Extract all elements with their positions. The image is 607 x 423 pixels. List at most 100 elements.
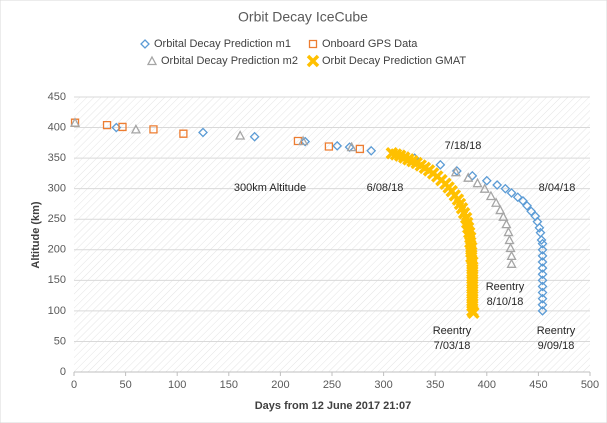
marker (467, 170, 478, 181)
x-tick-label: 450 (529, 379, 547, 391)
x-tick-label: 0 (71, 379, 77, 391)
y-tick-label: 100 (48, 305, 66, 317)
marker (479, 183, 490, 193)
marker (459, 211, 473, 225)
marker (463, 172, 474, 182)
x-tick-label: 250 (323, 379, 341, 391)
marker (501, 218, 512, 229)
y-tick-label: 0 (60, 366, 66, 378)
marker (491, 197, 502, 207)
marker (503, 226, 514, 237)
x-tick-label: 50 (119, 379, 131, 391)
marker (118, 122, 127, 132)
marker (537, 299, 548, 310)
marker (522, 200, 532, 211)
y-tick-label: 250 (48, 213, 66, 225)
marker (537, 263, 548, 274)
y-tick-label: 300 (48, 183, 66, 195)
marker (346, 141, 357, 152)
marker (485, 190, 497, 201)
y-tick-label: 350 (48, 152, 66, 164)
x-tick-label: 400 (478, 379, 496, 391)
marker (498, 211, 509, 221)
chart-title: Orbit Decay IceCube (238, 9, 368, 25)
marker (536, 235, 547, 245)
x-tick-label: 300 (374, 379, 392, 391)
marker (102, 120, 112, 130)
annotation: 300km Altitude (234, 182, 306, 194)
marker (537, 281, 548, 292)
x-tick-label: 200 (271, 379, 289, 391)
y-tick-label: 450 (48, 91, 66, 103)
marker (198, 127, 208, 138)
marker (460, 216, 474, 230)
annotation: 9/09/18 (538, 340, 575, 352)
legend-marker (140, 39, 150, 49)
marker (537, 305, 548, 316)
annotation: Reentry (486, 281, 525, 293)
legend-marker (146, 55, 158, 66)
y-tick-label: 400 (48, 121, 66, 133)
marker (505, 242, 516, 253)
marker (537, 238, 548, 249)
annotation: 8/04/18 (539, 182, 576, 194)
marker (332, 140, 343, 151)
marker (481, 175, 492, 186)
marker (537, 250, 548, 261)
marker (461, 221, 475, 235)
legend-label: Orbit Decay Prediction GMAT (322, 55, 466, 67)
marker (472, 177, 483, 188)
annotation: 7/18/18 (445, 140, 482, 152)
marker (298, 135, 309, 146)
legend-marker (306, 54, 320, 68)
marker (355, 144, 365, 154)
annotation: Reentry (537, 325, 576, 337)
y-axis-label: Altitude (km) (30, 201, 42, 269)
marker (495, 204, 506, 215)
marker (506, 188, 517, 198)
marker (465, 250, 478, 264)
legend-label: Onboard GPS Data (322, 38, 418, 50)
marker (526, 206, 537, 217)
marker (537, 269, 548, 280)
marker (537, 244, 548, 255)
marker (506, 258, 517, 268)
x-axis-label: Days from 12 June 2017 21:07 (255, 400, 412, 412)
marker (464, 236, 477, 249)
x-tick-label: 150 (220, 379, 238, 391)
marker (537, 287, 548, 298)
marker (450, 166, 461, 177)
marker (451, 166, 462, 176)
annotation: 6/08/18 (367, 182, 404, 194)
marker (249, 131, 260, 142)
marker (534, 222, 545, 233)
marker (324, 142, 334, 151)
marker (130, 124, 142, 134)
legend-marker (308, 39, 318, 49)
marker (537, 293, 548, 304)
y-tick-label: 200 (48, 244, 66, 256)
legend-label: Orbital Decay Prediction m1 (154, 38, 291, 50)
marker (435, 159, 446, 170)
marker (235, 130, 246, 140)
marker (518, 195, 528, 206)
y-tick-label: 150 (48, 274, 66, 286)
y-tick-label: 50 (54, 335, 66, 347)
x-tick-label: 350 (426, 379, 444, 391)
marker (455, 201, 469, 215)
x-tick-label: 100 (168, 379, 186, 391)
annotation: 8/10/18 (487, 296, 524, 308)
x-tick-label: 500 (581, 379, 599, 391)
marker (504, 234, 515, 245)
marker (537, 275, 548, 286)
legend-label: Orbital Decay Prediction m2 (161, 55, 298, 67)
marker (537, 257, 548, 267)
marker (512, 192, 523, 203)
marker (492, 180, 503, 190)
annotation: Reentry (433, 325, 472, 337)
annotation: 7/03/18 (434, 340, 471, 352)
marker (69, 117, 81, 127)
marker (149, 125, 158, 134)
marker (300, 136, 311, 147)
